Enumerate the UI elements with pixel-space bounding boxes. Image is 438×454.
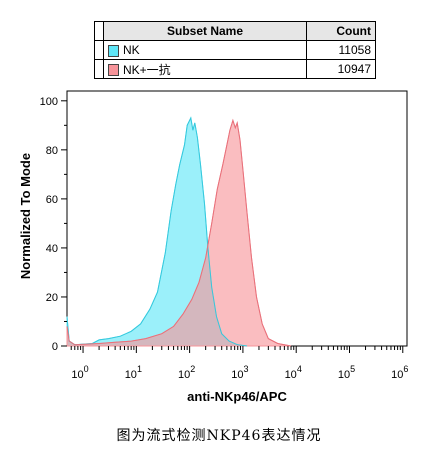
y-tick-label: 0 [52, 341, 58, 353]
legend-count-nk-antibody: 10947 [306, 59, 376, 79]
figure-caption: 图为流式检测NKP46表达情况 [116, 428, 322, 444]
legend-name-nk-antibody: NK+一抗 [123, 62, 171, 77]
y-tick-label: 40 [46, 243, 58, 255]
legend-header-count: Count [306, 21, 376, 41]
x-tick-label: 100 [71, 364, 88, 381]
legend-header-row: Subset Name Count [94, 21, 376, 41]
legend-row: NK+一抗 10947 [94, 59, 376, 79]
x-tick-label: 103 [231, 364, 248, 381]
legend-swatch-nk-antibody [108, 64, 119, 77]
x-tick-label: 105 [338, 364, 355, 381]
y-tick-label: 20 [46, 292, 58, 304]
series-line-nk-antibody [66, 118, 292, 347]
y-tick-label: 60 [46, 194, 58, 206]
y-tick-label: 80 [46, 145, 58, 157]
x-tick-label: 106 [391, 364, 408, 381]
legend-name-nk: NK [123, 43, 140, 57]
axes-layer: 0 20 40 60 80 100 100 101 102 103 104 105 106 [40, 96, 409, 381]
y-tick-label: 100 [40, 96, 58, 108]
histogram-chart: 0 20 40 60 80 100 100 101 102 103 104 105 106 anti-N… [18, 90, 409, 404]
legend-table: Subset Name Count NK 11058 NK+一抗 10947 [94, 21, 376, 79]
x-axis-label: anti-NKp46/APC [187, 389, 287, 404]
x-tick-label: 102 [178, 364, 195, 381]
x-tick-label: 104 [285, 364, 302, 381]
y-axis-label: Normalized To Mode [18, 153, 33, 279]
legend-count-nk: 11058 [306, 40, 376, 60]
series-layer [66, 116, 292, 347]
series-line-nk [66, 116, 248, 347]
x-tick-label: 101 [125, 364, 142, 381]
legend-swatch-nk [108, 44, 119, 57]
